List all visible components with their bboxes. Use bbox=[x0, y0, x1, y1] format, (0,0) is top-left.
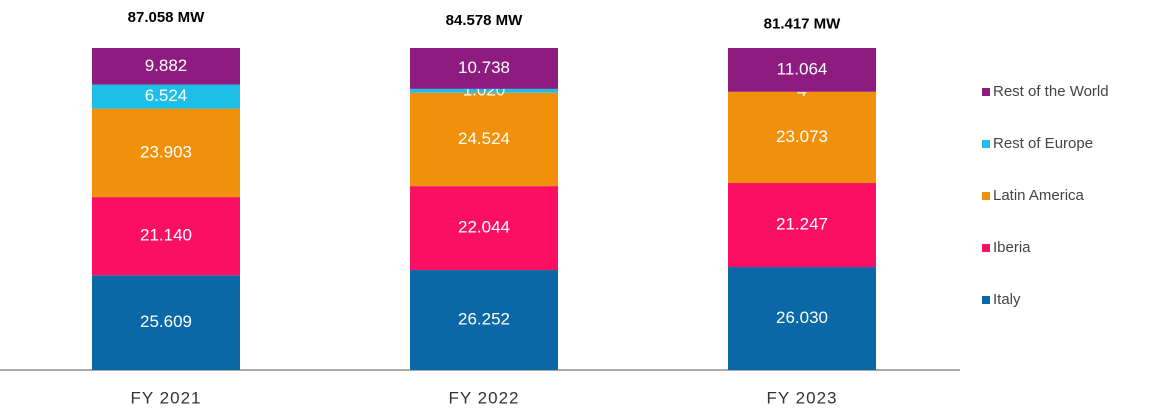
bar-segment bbox=[410, 88, 558, 93]
legend-label: Rest of Europe bbox=[993, 135, 1093, 152]
bar-segment bbox=[92, 48, 240, 85]
value-label: 9.882 bbox=[145, 56, 188, 75]
legend-swatch bbox=[982, 88, 990, 96]
value-label: 23.073 bbox=[776, 127, 828, 146]
bar-segment bbox=[92, 197, 240, 276]
bar-segment bbox=[92, 108, 240, 198]
value-label: 25.609 bbox=[140, 312, 192, 331]
value-label: 21.140 bbox=[140, 226, 192, 245]
value-label: 6.524 bbox=[145, 86, 188, 105]
legend-swatch bbox=[982, 244, 990, 252]
value-label: 24.524 bbox=[458, 129, 510, 148]
value-label: 11.064 bbox=[777, 59, 828, 78]
bar-segment bbox=[410, 48, 558, 89]
legend-swatch bbox=[982, 192, 990, 200]
bar-segment bbox=[728, 91, 876, 184]
bar-segment bbox=[410, 186, 558, 271]
x-tick-label: FY 2021 bbox=[131, 388, 202, 407]
bar-segment bbox=[92, 275, 240, 370]
legend-swatch bbox=[982, 140, 990, 148]
value-label: 23.903 bbox=[140, 142, 192, 161]
total-label: 81.417 MW bbox=[764, 15, 842, 32]
value-label: 26.030 bbox=[776, 308, 828, 327]
bar-segment bbox=[728, 48, 876, 92]
bar-segment bbox=[728, 183, 876, 268]
bar-segment bbox=[410, 92, 558, 187]
value-label: 22.044 bbox=[458, 218, 510, 237]
value-label: 21.247 bbox=[776, 215, 828, 234]
bar-segment bbox=[728, 267, 876, 370]
value-label: 10.738 bbox=[458, 58, 510, 77]
legend-label: Latin America bbox=[993, 187, 1085, 204]
bar-segment bbox=[410, 270, 558, 370]
legend-label: Italy bbox=[993, 291, 1021, 308]
legend-label: Rest of the World bbox=[993, 83, 1109, 100]
legend-label: Iberia bbox=[993, 239, 1031, 256]
x-tick-label: FY 2023 bbox=[767, 388, 838, 407]
bar-segment bbox=[92, 84, 240, 109]
legend-swatch bbox=[982, 296, 990, 304]
value-label: 26.252 bbox=[458, 310, 510, 329]
total-label: 87.058 MW bbox=[128, 9, 206, 26]
x-tick-label: FY 2022 bbox=[449, 388, 520, 407]
total-label: 84.578 MW bbox=[446, 12, 524, 29]
